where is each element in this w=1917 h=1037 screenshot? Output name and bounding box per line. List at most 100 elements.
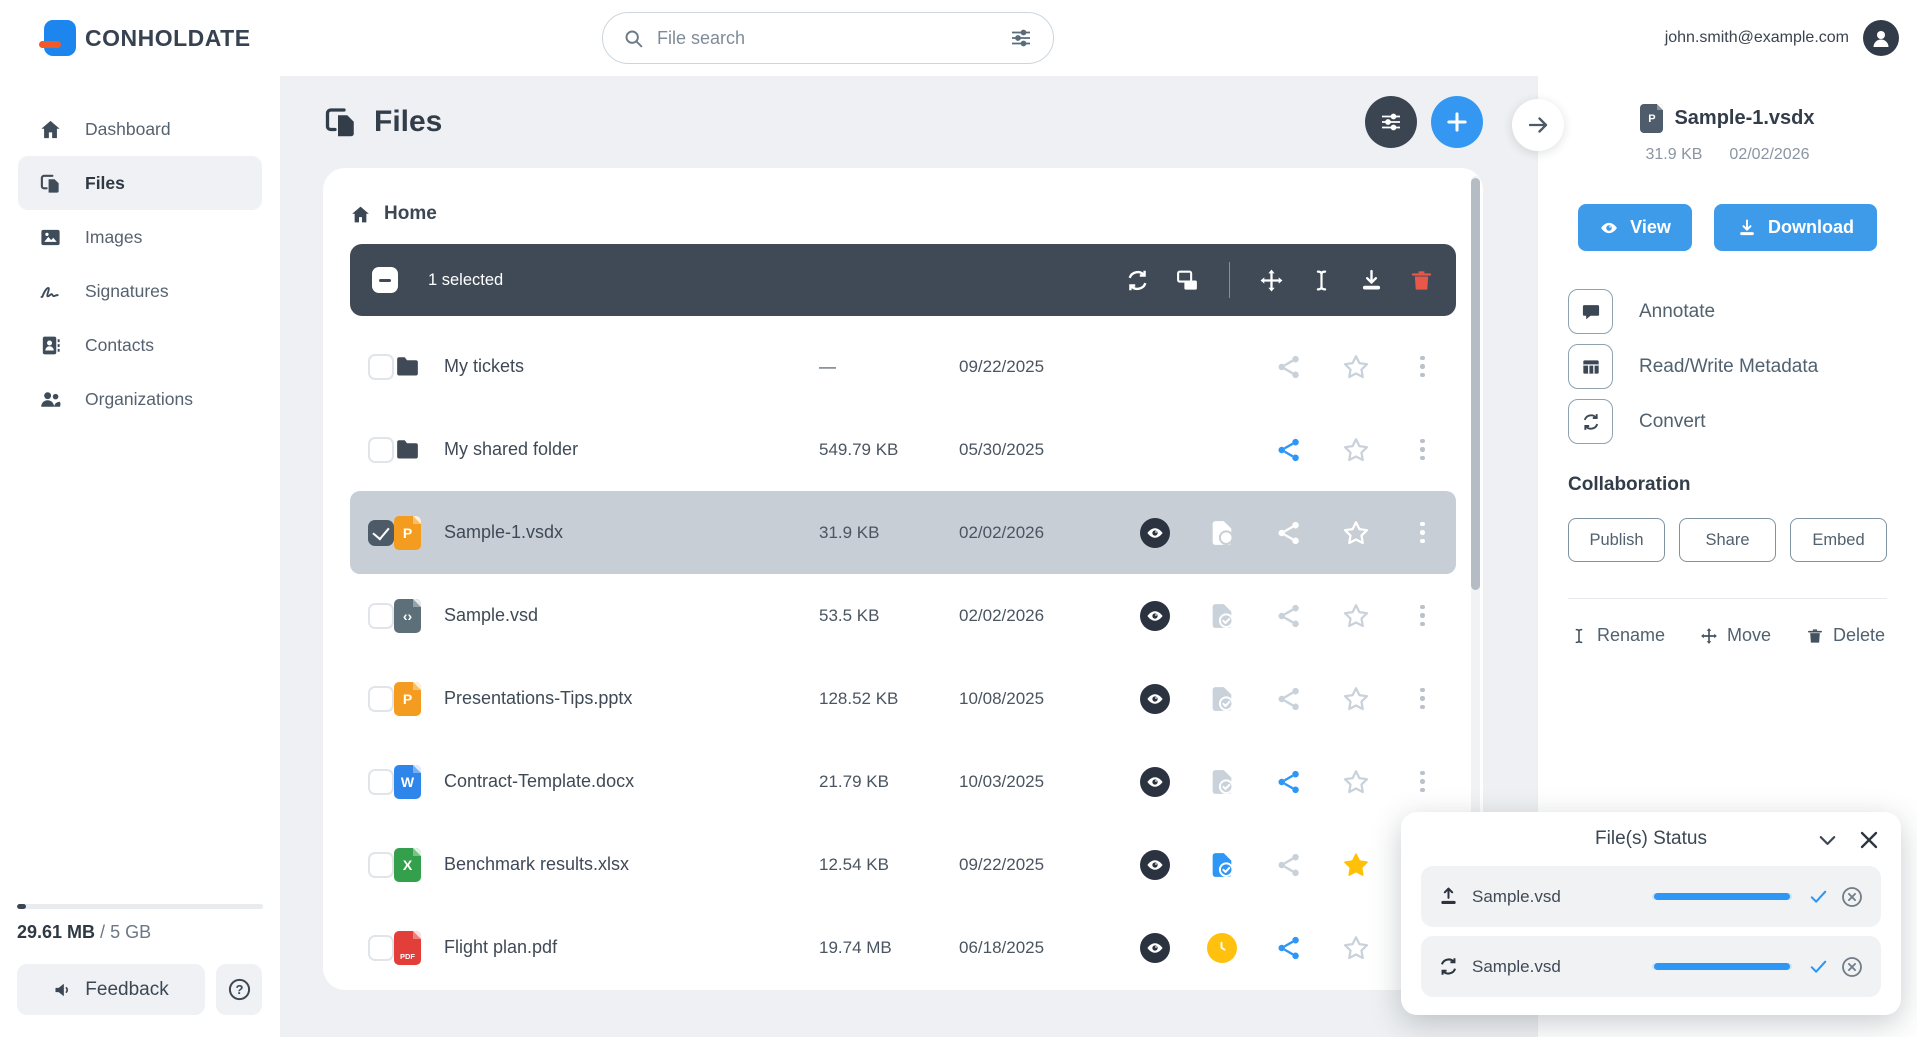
search-input[interactable]: [657, 27, 996, 49]
help-button[interactable]: ?: [216, 964, 262, 1015]
processed-status-icon[interactable]: [1208, 519, 1236, 547]
images-icon: [39, 226, 62, 249]
preview-eye-icon[interactable]: [1139, 932, 1170, 963]
sidebar-item-signatures[interactable]: Signatures: [18, 264, 262, 318]
sidebar-item-contacts[interactable]: Contacts: [18, 318, 262, 372]
star-icon[interactable]: [1342, 602, 1370, 630]
row-checkbox[interactable]: [368, 353, 394, 380]
row-checkbox[interactable]: [368, 519, 394, 546]
clock-icon: [1212, 938, 1231, 957]
embed-button[interactable]: Embed: [1790, 518, 1887, 562]
star-icon[interactable]: [1342, 519, 1370, 547]
rename-button[interactable]: Rename: [1570, 625, 1665, 646]
kebab-menu-icon[interactable]: [1409, 604, 1437, 627]
move-button[interactable]: Move: [1700, 625, 1771, 646]
search-filter-icon[interactable]: [1009, 26, 1033, 50]
main-header: Files: [280, 76, 1537, 168]
star-icon[interactable]: [1342, 768, 1370, 796]
row-checkbox[interactable]: [368, 851, 394, 878]
star-icon[interactable]: [1342, 353, 1370, 381]
row-checkbox[interactable]: [368, 436, 394, 463]
processed-status-icon[interactable]: [1208, 685, 1236, 713]
download-button[interactable]: Download: [1714, 204, 1877, 251]
file-type-badge: ‹›: [394, 598, 421, 633]
toolbar-download-button[interactable]: [1359, 268, 1384, 293]
file-row[interactable]: P Sample-1.vsdx 31.9 KB 02/02/2026: [350, 491, 1456, 574]
delete-button[interactable]: Delete: [1806, 625, 1885, 646]
user-box[interactable]: john.smith@example.com: [1665, 20, 1899, 56]
preview-eye-icon[interactable]: [1139, 600, 1170, 631]
details-action-annotate[interactable]: Annotate: [1568, 289, 1887, 334]
share-button[interactable]: Share: [1679, 518, 1776, 562]
file-size: 128.52 KB: [819, 688, 899, 708]
share-icon[interactable]: [1275, 353, 1303, 381]
view-button[interactable]: View: [1578, 204, 1692, 251]
processed-status-icon[interactable]: [1208, 768, 1236, 796]
publish-button[interactable]: Publish: [1568, 518, 1665, 562]
processed-status-icon[interactable]: [1208, 602, 1236, 630]
kebab-menu-icon[interactable]: [1409, 687, 1437, 710]
feedback-button[interactable]: Feedback: [17, 964, 205, 1015]
file-row[interactable]: My tickets — 09/22/2025: [350, 325, 1456, 408]
kebab-menu-icon[interactable]: [1409, 438, 1437, 461]
details-action-read-write-metadata[interactable]: Read/Write Metadata: [1568, 344, 1887, 389]
row-checkbox[interactable]: [368, 934, 394, 961]
file-row[interactable]: ‹› Sample.vsd 53.5 KB 02/02/2026: [350, 574, 1456, 657]
breadcrumb[interactable]: Home: [350, 194, 1456, 234]
list-settings-button[interactable]: [1365, 96, 1417, 148]
share-icon[interactable]: [1275, 436, 1303, 464]
sidebar-item-images[interactable]: Images: [18, 210, 262, 264]
preview-eye-icon[interactable]: [1139, 517, 1170, 548]
share-icon[interactable]: [1275, 602, 1303, 630]
preview-eye-icon[interactable]: [1139, 683, 1170, 714]
star-icon[interactable]: [1342, 685, 1370, 713]
collapse-panel-button[interactable]: [1512, 99, 1564, 151]
file-search-bar[interactable]: [602, 12, 1054, 64]
file-row[interactable]: My shared folder 549.79 KB 05/30/2025: [350, 408, 1456, 491]
cancel-circle-icon[interactable]: [1840, 885, 1864, 909]
kebab-menu-icon[interactable]: [1409, 521, 1437, 544]
share-icon[interactable]: [1275, 851, 1303, 879]
toolbar-trash-button[interactable]: [1409, 268, 1434, 293]
kebab-menu-icon[interactable]: [1409, 770, 1437, 793]
select-all-checkbox[interactable]: [372, 267, 398, 293]
file-name: My tickets: [444, 356, 525, 376]
sidebar-item-dashboard[interactable]: Dashboard: [18, 102, 262, 156]
close-icon[interactable]: [1857, 828, 1881, 852]
chevron-down-icon[interactable]: [1816, 829, 1839, 852]
share-icon[interactable]: [1275, 768, 1303, 796]
file-name: Sample-1.vsdx: [444, 522, 564, 542]
row-checkbox[interactable]: [368, 685, 394, 712]
file-row[interactable]: W Contract-Template.docx 21.79 KB 10/03/…: [350, 740, 1456, 823]
processed-status-icon[interactable]: [1208, 851, 1236, 879]
preview-eye-icon[interactable]: [1139, 766, 1170, 797]
share-icon[interactable]: [1275, 685, 1303, 713]
details-file-meta: 31.9 KB 02/02/2026: [1568, 146, 1887, 164]
details-action-convert[interactable]: Convert: [1568, 399, 1887, 444]
toolbar-move-button[interactable]: [1259, 268, 1284, 293]
details-footer-actions: Rename Move Delete: [1568, 625, 1887, 646]
pending-clock-icon[interactable]: [1206, 932, 1237, 963]
scrollbar-thumb[interactable]: [1471, 178, 1480, 590]
share-icon[interactable]: [1275, 934, 1303, 962]
preview-eye-icon[interactable]: [1139, 849, 1170, 880]
file-row[interactable]: P Presentations-Tips.pptx 128.52 KB 10/0…: [350, 657, 1456, 740]
avatar[interactable]: [1863, 20, 1899, 56]
star-icon[interactable]: [1342, 851, 1370, 879]
add-file-button[interactable]: [1431, 96, 1483, 148]
sidebar-item-organizations[interactable]: Organizations: [18, 372, 262, 426]
star-icon[interactable]: [1342, 436, 1370, 464]
cancel-circle-icon[interactable]: [1840, 955, 1864, 979]
kebab-menu-icon[interactable]: [1409, 355, 1437, 378]
toolbar-rename-button[interactable]: [1309, 268, 1334, 293]
folder-icon: [394, 436, 421, 463]
file-row[interactable]: X Benchmark results.xlsx 12.54 KB 09/22/…: [350, 823, 1456, 906]
row-checkbox[interactable]: [368, 602, 394, 629]
file-row[interactable]: PDF Flight plan.pdf 19.74 MB 06/18/2025: [350, 906, 1456, 989]
sidebar-item-files[interactable]: Files: [18, 156, 262, 210]
row-checkbox[interactable]: [368, 768, 394, 795]
toolbar-duplicate-button[interactable]: [1175, 268, 1200, 293]
star-icon[interactable]: [1342, 934, 1370, 962]
toolbar-refresh-button[interactable]: [1125, 268, 1150, 293]
share-icon[interactable]: [1275, 519, 1303, 547]
